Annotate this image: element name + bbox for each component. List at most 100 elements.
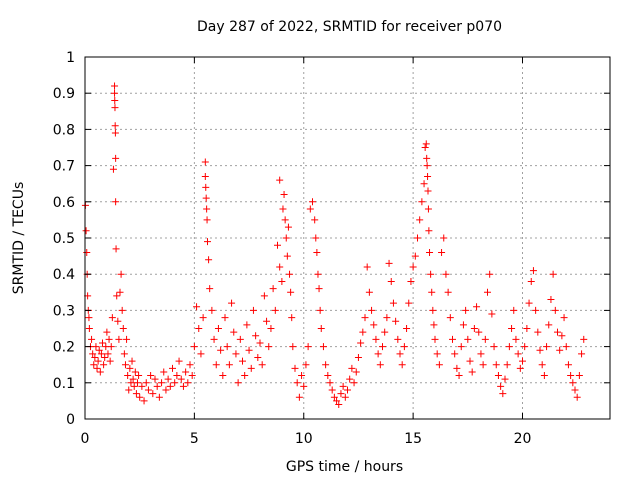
data-point [271,306,279,314]
data-point [166,382,174,390]
data-point [424,172,432,180]
data-point [549,270,557,278]
data-point [127,379,135,387]
data-point [203,205,211,213]
data-point [91,353,99,361]
data-point [103,328,111,336]
data-point [446,314,454,322]
data-point [370,321,378,329]
data-point [508,325,516,332]
data-point [435,361,443,369]
data-point [93,364,101,372]
data-point [315,285,323,293]
data-point [545,321,553,329]
data-point [171,379,179,387]
data-point [468,368,476,376]
data-point [111,89,119,97]
y-tick-label: 1 [66,50,75,66]
data-point [379,343,386,351]
data-point [394,335,402,343]
data-point [291,364,299,372]
data-point [286,270,294,278]
data-point [128,357,136,365]
data-point [420,180,428,188]
data-point [239,357,246,365]
data-point [116,288,124,296]
data-point [136,393,144,401]
data-point [115,335,123,343]
data-point [562,343,570,351]
data-point [126,364,134,372]
data-point [254,353,262,361]
data-point [120,350,128,358]
data-point [90,361,98,369]
data-point [431,335,439,343]
data-point [111,122,119,130]
data-point [409,263,417,271]
data-point [398,361,406,369]
data-point [89,350,97,358]
data-point [206,285,214,293]
data-point [247,364,255,372]
data-point [282,234,290,242]
y-tick-labels: 0 0.1 0.2 0.3 0.4 0.5 0.6 0.7 0.8 0.9 1 [53,50,75,428]
data-point [481,335,489,343]
data-point [492,361,500,369]
data-point [111,129,119,137]
data-point [278,277,286,285]
data-point [578,350,586,358]
data-point [501,375,509,383]
data-point [519,357,526,365]
data-point [274,241,281,249]
axis-ticks [84,56,610,420]
data-point [88,335,96,343]
data-point [352,368,360,376]
data-point [124,372,132,380]
data-point [300,382,308,390]
data-point [488,310,496,318]
data-point [289,343,297,351]
data-point [151,375,159,383]
data-point [547,296,555,304]
data-point [182,368,190,376]
data-point [490,343,498,351]
data-point [428,288,436,296]
data-point [556,346,564,354]
data-point [195,325,203,332]
data-point [95,346,103,354]
data-point [131,368,139,376]
data-point [554,328,561,336]
data-point [322,361,330,369]
data-point [118,306,126,314]
y-axis-title: SRMTID / TECUs [11,182,27,295]
data-point [111,104,119,112]
data-point [311,216,319,224]
data-point [295,393,303,401]
data-point [521,343,529,351]
data-point [236,335,244,343]
data-point [284,223,292,231]
data-point [363,263,371,271]
data-point [426,248,434,256]
data-point [567,372,575,380]
data-point [99,339,106,347]
data-point [190,343,198,351]
data-point [348,364,356,372]
data-point [245,346,253,354]
data-point [134,379,141,387]
data-point [197,350,205,358]
data-point [396,350,404,358]
data-point [129,375,137,383]
data-point [457,343,465,351]
y-tick-label: 0.3 [53,303,75,319]
data-point [486,270,494,278]
y-tick-label: 0.9 [53,86,75,102]
data-point [234,379,242,387]
data-point [392,317,400,325]
data-point [470,325,478,332]
y-tick-label: 0.2 [53,340,75,356]
data-point [92,343,100,351]
data-point [494,372,502,380]
x-tick-label: 5 [190,431,199,447]
